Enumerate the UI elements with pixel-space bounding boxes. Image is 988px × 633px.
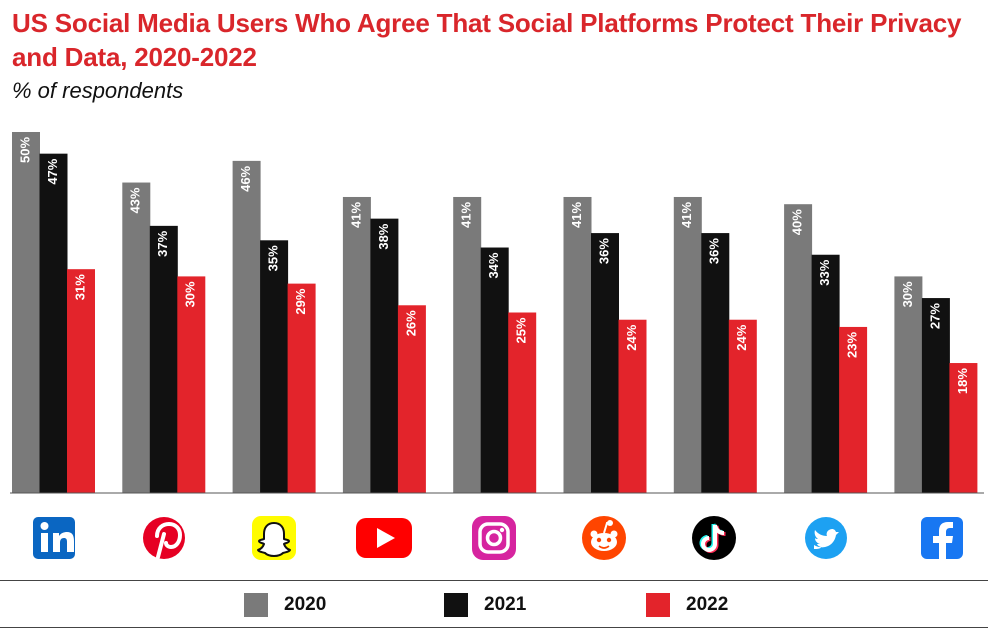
- bar-facebook-2020: [894, 276, 923, 493]
- bar-twitter-2021: [811, 254, 840, 493]
- bars-group: [12, 132, 978, 494]
- bar-label-linkedin-2020: 50%: [17, 137, 32, 163]
- legend-swatch-2022: [646, 593, 670, 617]
- bar-label-linkedin-2022: 31%: [72, 274, 87, 300]
- bar-label-reddit-2020: 41%: [569, 202, 584, 228]
- bar-twitter-2022: [839, 326, 868, 493]
- bar-youtube-2022: [397, 305, 426, 493]
- bar-label-snapchat-2022: 29%: [293, 288, 308, 314]
- bar-snapchat-2022: [287, 283, 316, 493]
- tiktok-icon: [692, 516, 736, 560]
- bar-label-tiktok-2022: 24%: [734, 324, 749, 350]
- bar-instagram-2022: [508, 312, 537, 493]
- bar-label-twitter-2022: 23%: [845, 331, 860, 357]
- chart-subtitle: % of respondents: [12, 78, 184, 103]
- bar-label-instagram-2022: 25%: [514, 317, 529, 343]
- bar-snapchat-2021: [260, 240, 289, 493]
- bar-reddit-2021: [591, 233, 619, 493]
- instagram-icon: [472, 516, 516, 560]
- bar-label-reddit-2021: 36%: [596, 238, 611, 264]
- bar-linkedin-2021: [39, 153, 68, 493]
- bar-label-pinterest-2021: 37%: [155, 230, 170, 256]
- bar-pinterest-2022: [177, 276, 206, 493]
- legend-item-2022: 2022: [646, 593, 728, 617]
- bar-label-facebook-2021: 27%: [927, 303, 942, 329]
- bar-label-snapchat-2021: 35%: [266, 245, 281, 271]
- bar-label-tiktok-2021: 36%: [707, 238, 722, 264]
- reddit-icon: [582, 516, 626, 560]
- bar-tiktok-2020: [673, 196, 702, 493]
- legend-swatch-2020: [244, 593, 268, 617]
- bar-facebook-2021: [921, 298, 950, 493]
- bar-facebook-2022: [949, 363, 978, 493]
- legend-item-2021: 2021: [444, 593, 526, 617]
- bar-instagram-2020: [453, 196, 482, 493]
- facebook-icon: [921, 517, 963, 559]
- bar-chart: 50% 47% 31% 43% 37% 30% 46% 35% 29% 41% 38% 26% 41% 3…: [10, 132, 984, 560]
- pinterest-icon: [143, 517, 185, 559]
- bar-label-snapchat-2020: 46%: [238, 165, 253, 191]
- bar-label-instagram-2021: 34%: [486, 252, 501, 278]
- linkedin-icon: [33, 517, 75, 559]
- bar-label-facebook-2020: 30%: [900, 281, 915, 307]
- bar-label-youtube-2021: 38%: [376, 223, 391, 249]
- bar-label-pinterest-2022: 30%: [183, 281, 198, 307]
- bar-label-tiktok-2020: 41%: [679, 202, 694, 228]
- legend-item-2020: 2020: [244, 593, 326, 617]
- bar-label-instagram-2020: 41%: [459, 202, 474, 228]
- bar-pinterest-2021: [149, 225, 178, 494]
- bar-tiktok-2021: [701, 233, 730, 493]
- bar-labels-group: 50% 47% 31% 43% 37% 30% 46% 35% 29% 41% 38% 26% 41% 3…: [17, 137, 969, 394]
- bar-pinterest-2020: [122, 182, 151, 493]
- bar-tiktok-2022: [728, 319, 757, 493]
- bar-snapchat-2020: [232, 160, 261, 493]
- bar-youtube-2020: [342, 196, 371, 493]
- chart-title: US Social Media Users Who Agree That Soc…: [12, 8, 962, 72]
- bar-twitter-2020: [784, 204, 813, 493]
- bar-label-youtube-2022: 26%: [403, 310, 418, 336]
- bar-label-facebook-2022: 18%: [955, 368, 970, 394]
- bar-instagram-2021: [480, 247, 509, 493]
- bar-youtube-2021: [370, 218, 399, 493]
- bar-label-youtube-2020: 41%: [348, 202, 363, 228]
- snapchat-icon: [252, 516, 296, 560]
- legend-label-2022: 2022: [686, 594, 729, 615]
- bar-reddit-2022: [618, 319, 647, 493]
- bar-label-twitter-2021: 33%: [817, 259, 832, 285]
- bar-label-twitter-2020: 40%: [790, 209, 805, 235]
- bar-reddit-2020: [563, 196, 592, 493]
- bar-linkedin-2020: [12, 132, 40, 493]
- bar-label-reddit-2022: 24%: [624, 324, 639, 350]
- bar-label-linkedin-2021: 47%: [45, 158, 60, 184]
- legend: 2020 2021 2022: [0, 580, 988, 628]
- legend-label-2020: 2020: [284, 594, 327, 615]
- legend-swatch-2021: [444, 593, 468, 617]
- youtube-icon: [356, 518, 412, 558]
- bar-label-pinterest-2020: 43%: [128, 187, 143, 213]
- legend-label-2021: 2021: [484, 594, 527, 615]
- twitter-icon: [805, 517, 847, 559]
- bar-linkedin-2022: [67, 269, 95, 493]
